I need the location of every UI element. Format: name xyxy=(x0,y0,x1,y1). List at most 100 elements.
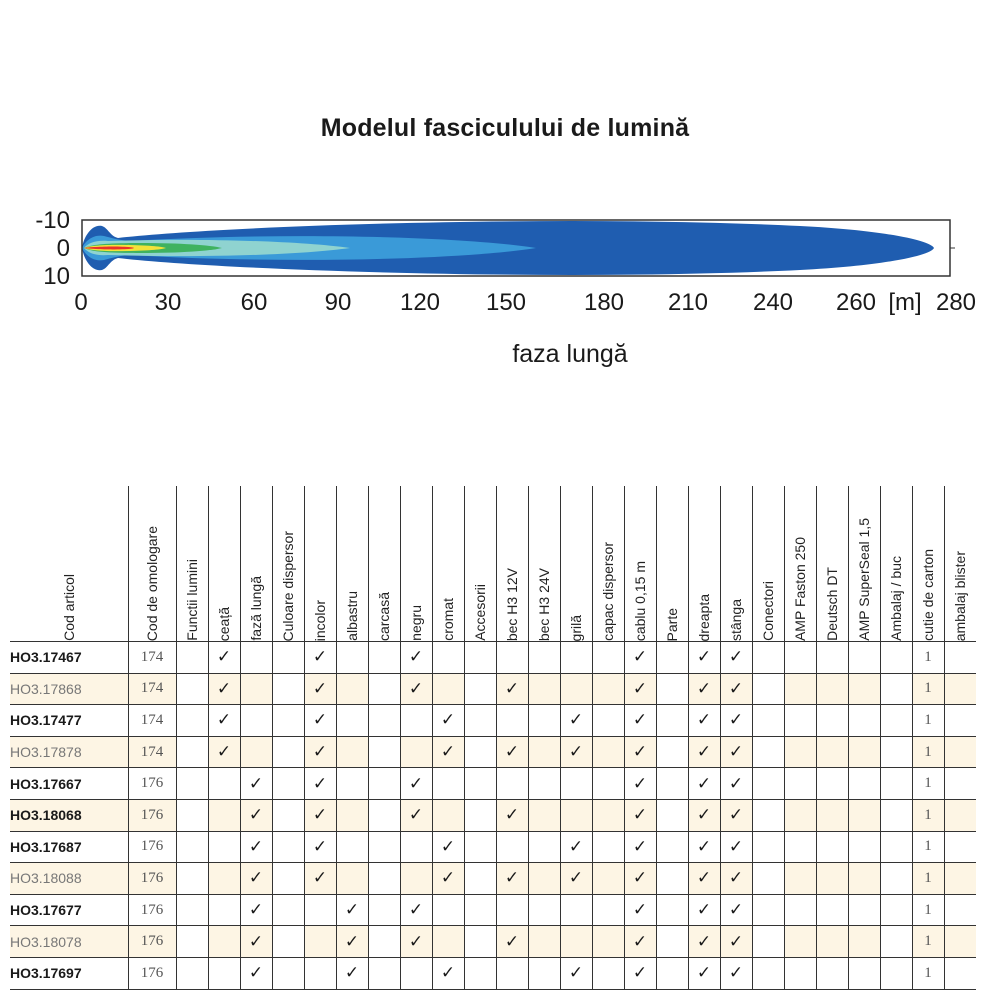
check-mark-icon: ✓ xyxy=(312,678,328,699)
empty-cell xyxy=(527,736,560,769)
section-cell xyxy=(271,673,304,706)
check-cell xyxy=(303,925,336,958)
section-cell xyxy=(271,799,304,832)
section-cell xyxy=(463,767,496,800)
empty-cell xyxy=(783,831,816,864)
empty-cell xyxy=(847,704,880,737)
check-cell: ✓ xyxy=(495,862,528,895)
check-cell: ✓ xyxy=(623,894,656,927)
homologation-cell: 176 xyxy=(127,831,176,864)
table-row: HO3.18068 176 ✓ ✓ ✓ ✓ ✓ ✓ ✓ 1 xyxy=(10,799,976,832)
check-cell xyxy=(399,831,432,864)
check-mark-icon: ✓ xyxy=(312,710,328,731)
check-mark-icon: ✓ xyxy=(632,805,648,826)
empty-cell xyxy=(847,894,880,927)
empty-cell xyxy=(591,925,624,958)
article-code-cell: HO3.17868 xyxy=(10,673,128,706)
check-cell: ✓ xyxy=(239,957,272,990)
check-cell: ✓ xyxy=(559,831,592,864)
table-row: HO3.18078 176 ✓ ✓ ✓ ✓ ✓ ✓ ✓ 1 xyxy=(10,925,976,958)
column-header-label: carcasă xyxy=(376,591,392,641)
check-mark-icon: ✓ xyxy=(248,805,264,826)
check-cell: ✓ xyxy=(399,767,432,800)
check-cell: ✓ xyxy=(687,673,720,706)
section-cell xyxy=(751,641,784,674)
empty-cell xyxy=(527,831,560,864)
section-cell xyxy=(175,641,208,674)
check-cell xyxy=(431,894,464,927)
column-header-label: Parte xyxy=(664,607,680,641)
x-tick-label: 280 xyxy=(936,289,976,316)
section-cell xyxy=(879,831,912,864)
section-cell xyxy=(879,799,912,832)
check-mark-icon: ✓ xyxy=(696,678,712,699)
check-mark-icon: ✓ xyxy=(248,900,264,921)
check-mark-icon: ✓ xyxy=(408,900,424,921)
check-cell: ✓ xyxy=(303,704,336,737)
check-cell: ✓ xyxy=(719,925,752,958)
x-tick-label: 90 xyxy=(325,289,352,316)
check-cell: ✓ xyxy=(303,799,336,832)
check-mark-icon: ✓ xyxy=(408,647,424,668)
section-cell xyxy=(463,957,496,990)
check-cell: ✓ xyxy=(239,831,272,864)
check-cell: ✓ xyxy=(623,736,656,769)
check-mark-icon: ✓ xyxy=(216,742,232,763)
section-cell xyxy=(271,894,304,927)
box-count-cell: 1 xyxy=(911,704,944,737)
empty-cell xyxy=(943,736,976,769)
section-cell xyxy=(367,767,400,800)
empty-cell xyxy=(847,957,880,990)
check-cell: ✓ xyxy=(399,799,432,832)
homologation-cell: 176 xyxy=(127,862,176,895)
section-cell xyxy=(271,767,304,800)
check-cell: ✓ xyxy=(623,673,656,706)
section-cell xyxy=(463,673,496,706)
empty-cell xyxy=(815,641,848,674)
check-mark-icon: ✓ xyxy=(728,836,744,857)
section-cell xyxy=(175,894,208,927)
homologation-cell: 174 xyxy=(127,704,176,737)
empty-cell xyxy=(783,704,816,737)
homologation-cell: 176 xyxy=(127,767,176,800)
check-cell: ✓ xyxy=(431,704,464,737)
check-cell xyxy=(495,957,528,990)
check-mark-icon: ✓ xyxy=(696,868,712,889)
check-mark-icon: ✓ xyxy=(344,900,360,921)
check-cell xyxy=(335,641,368,674)
check-cell: ✓ xyxy=(623,862,656,895)
check-cell xyxy=(399,957,432,990)
check-cell xyxy=(495,831,528,864)
column-header-label: dreapta xyxy=(696,593,712,641)
column-header-label: capac dispersor xyxy=(600,542,616,641)
empty-cell xyxy=(815,736,848,769)
check-mark-icon: ✓ xyxy=(728,742,744,763)
homologation-cell: 176 xyxy=(127,799,176,832)
section-cell xyxy=(879,736,912,769)
article-code-cell: HO3.18078 xyxy=(10,925,128,958)
section-cell xyxy=(175,831,208,864)
section-cell xyxy=(367,641,400,674)
box-count-cell: 1 xyxy=(911,673,944,706)
table-row: HO3.17667 176 ✓ ✓ ✓ ✓ ✓ ✓ 1 xyxy=(10,767,976,800)
column-header: albastru xyxy=(335,486,368,642)
column-header: cromat xyxy=(431,486,464,642)
table-row: HO3.17687 176 ✓ ✓ ✓ ✓ ✓ ✓ ✓ 1 xyxy=(10,831,976,864)
check-cell xyxy=(207,831,240,864)
check-mark-icon: ✓ xyxy=(696,742,712,763)
empty-cell xyxy=(943,673,976,706)
check-cell: ✓ xyxy=(559,957,592,990)
column-header-label: stânga xyxy=(728,598,744,641)
column-header: stânga xyxy=(719,486,752,642)
section-cell xyxy=(271,736,304,769)
check-cell xyxy=(335,736,368,769)
empty-cell xyxy=(815,704,848,737)
check-cell: ✓ xyxy=(687,799,720,832)
check-cell xyxy=(335,673,368,706)
empty-cell xyxy=(591,862,624,895)
section-cell xyxy=(751,799,784,832)
empty-cell xyxy=(943,799,976,832)
table-row: HO3.18088 176 ✓ ✓ ✓ ✓ ✓ ✓ ✓ ✓ 1 xyxy=(10,862,976,895)
check-mark-icon: ✓ xyxy=(728,900,744,921)
column-header: Parte xyxy=(655,486,688,642)
